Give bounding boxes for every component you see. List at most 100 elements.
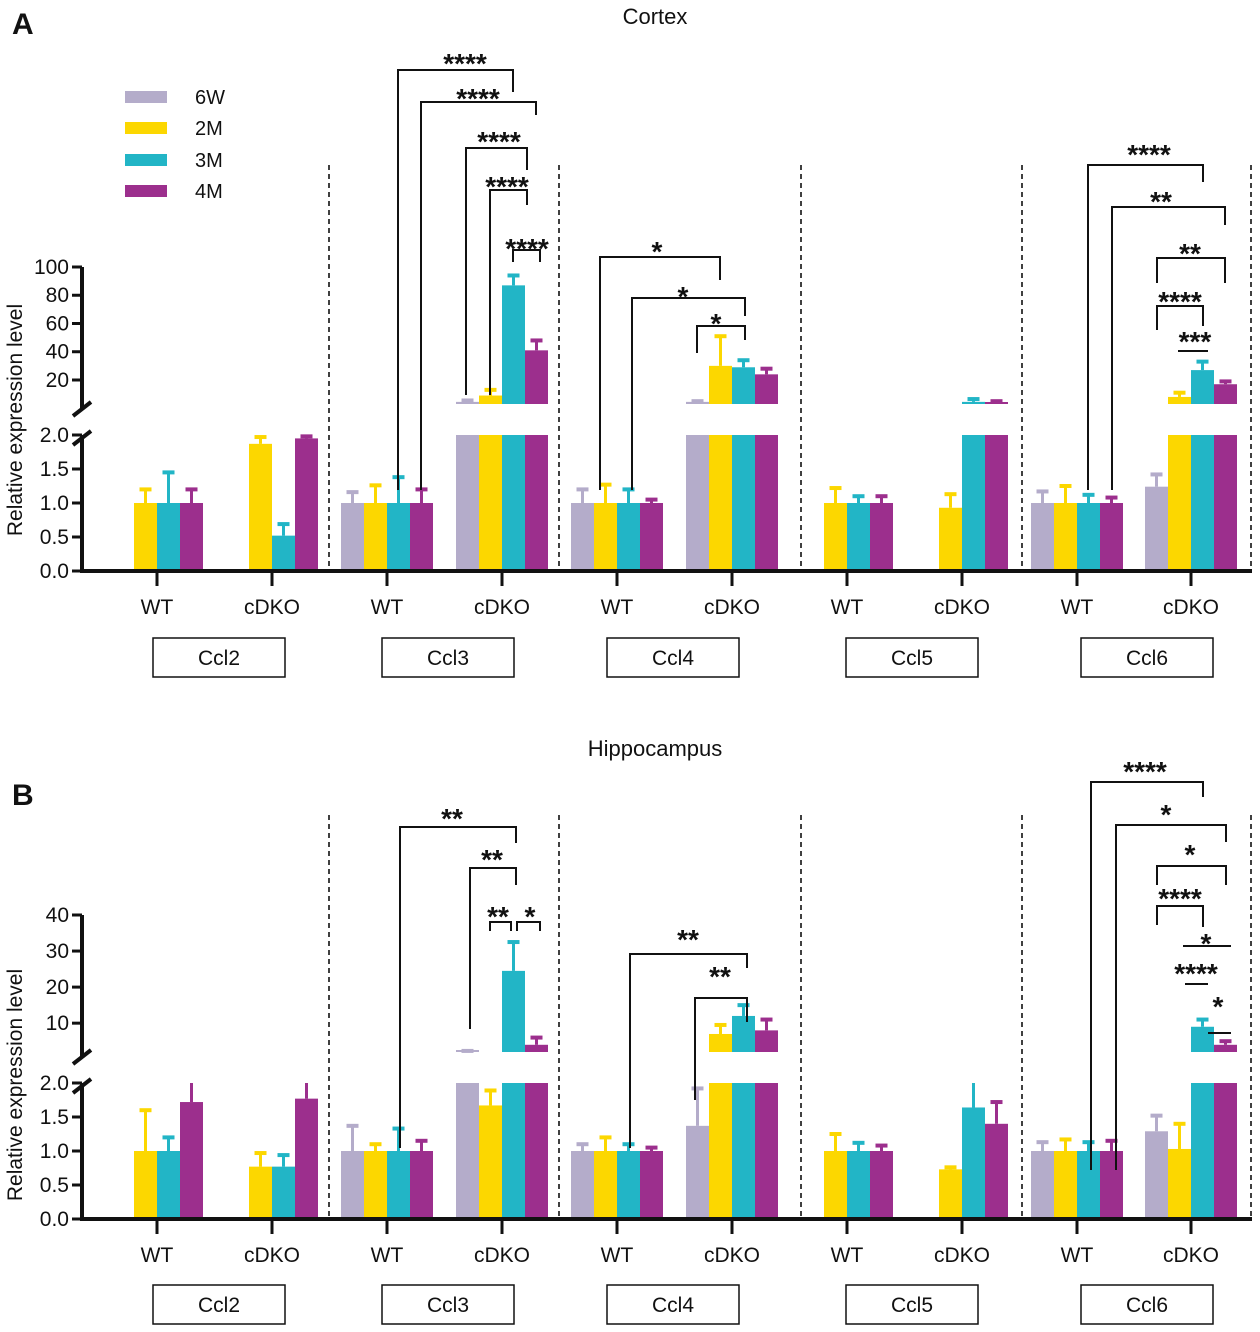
bar-ccl4-cdko-2m (709, 1083, 732, 1219)
bar-ccl4-cdko-2m-upper (709, 1033, 732, 1052)
genotype-label: cDKO (1163, 596, 1219, 619)
bar-ccl3-wt-6w (341, 503, 364, 571)
significance-bracket (1156, 905, 1204, 927)
bar-ccl2-wt-4m (180, 1102, 203, 1219)
bar-ccl4-cdko-6w (686, 1125, 709, 1219)
y-tick-label: 30 (46, 940, 69, 963)
bar-ccl2-cdko-4m (295, 1098, 318, 1219)
bar-ccl3-wt-4m (410, 503, 433, 571)
bar-ccl5-cdko-3m (962, 435, 985, 571)
significance-label: * (1161, 799, 1172, 830)
bar-ccl6-cdko-3m-upper (1191, 370, 1214, 404)
bar-ccl4-cdko-2m (709, 435, 732, 571)
bar-ccl5-wt-3m (847, 1151, 870, 1219)
bar-ccl4-cdko-3m-upper (732, 367, 755, 404)
y-tick-label: 1.0 (40, 1140, 69, 1163)
y-tick-label: 2.0 (40, 424, 69, 447)
bar-ccl3-cdko-4m-upper (525, 1044, 548, 1052)
gene-label: Ccl5 (891, 647, 933, 670)
bar-ccl4-wt-2m (594, 1151, 617, 1219)
significance-bracket (1156, 865, 1227, 885)
gene-label: Ccl4 (652, 647, 694, 670)
bar-ccl3-cdko-2m (479, 1105, 502, 1219)
significance-label: ** (481, 844, 503, 875)
gene-label: Ccl3 (427, 647, 469, 670)
significance-bracket (489, 921, 512, 931)
legend-swatch-4m (125, 185, 167, 197)
bar-ccl6-wt-2m (1054, 1151, 1077, 1219)
bar-ccl5-wt-3m (847, 503, 870, 571)
significance-label: * (711, 308, 722, 339)
bar-ccl4-wt-2m (594, 503, 617, 571)
panel-title: Hippocampus (588, 736, 723, 761)
y-tick-label: 1.0 (40, 492, 69, 515)
significance-bracket (1156, 257, 1226, 283)
bar-ccl3-cdko-3m-upper (502, 285, 525, 404)
bar-ccl3-cdko-4m-upper (525, 350, 548, 404)
bar-ccl4-cdko-4m-upper (755, 374, 778, 404)
bar-ccl4-cdko-4m (755, 435, 778, 571)
significance-label: * (1213, 991, 1224, 1022)
y-tick-label: 40 (46, 904, 69, 927)
panel-label: B (12, 779, 34, 812)
bar-ccl6-cdko-3m (1191, 1083, 1214, 1219)
y-axis-label: Relative expression level (4, 969, 27, 1201)
gene-label-box (606, 1284, 740, 1325)
panel-label: A (12, 8, 34, 41)
significance-bracket (1115, 824, 1227, 1170)
legend-label-2m: 2M (195, 118, 223, 140)
y-tick-label: 10 (46, 1012, 69, 1035)
bar-ccl2-wt-2m (134, 1151, 157, 1219)
y-tick-label: 20 (46, 369, 69, 392)
bar-ccl6-cdko-4m-upper (1214, 1044, 1237, 1052)
genotype-label: cDKO (474, 596, 530, 619)
genotype-label: WT (601, 1244, 634, 1267)
significance-label: **** (485, 171, 529, 202)
legend-label-3m: 3M (195, 150, 223, 172)
gene-label-box (381, 1284, 515, 1325)
bar-ccl2-wt-4m (180, 503, 203, 571)
y-tick-label: 1.5 (40, 1106, 69, 1129)
significance-label: * (1201, 928, 1212, 959)
panel-b-hippocampus: Hippocampus B Relative expression level WT c… (4, 736, 1252, 1325)
y-tick-label: 80 (46, 284, 69, 307)
axis-break-mark (71, 1048, 93, 1066)
panel-a-cortex: Cortex A Relative expression level WT cDKO Cc… (4, 4, 1252, 678)
significance-label: **** (477, 126, 521, 157)
bar-ccl6-cdko-4m (1214, 1083, 1237, 1219)
bar-ccl5-cdko-2m (939, 507, 962, 571)
axis-break-mark (71, 1077, 93, 1095)
bar-ccl3-wt-6w (341, 1151, 364, 1219)
bar-ccl3-wt-4m (410, 1151, 433, 1219)
genotype-label: WT (601, 596, 634, 619)
significance-label: ** (487, 901, 509, 932)
bar-ccl3-wt-2m (364, 503, 387, 571)
bar-ccl3-cdko-2m (479, 435, 502, 571)
bar-ccl2-wt-3m (157, 1151, 180, 1219)
gene-label-box (152, 1284, 286, 1325)
significance-label: **** (505, 233, 549, 264)
significance-label: ** (1179, 238, 1201, 269)
bar-ccl6-cdko-2m (1168, 1148, 1191, 1219)
significance-label: *** (1179, 326, 1212, 357)
significance-label: **** (1158, 286, 1202, 317)
bar-ccl6-cdko-4m-upper (1214, 384, 1237, 404)
significance-bracket (694, 997, 748, 1100)
genotype-label: WT (141, 596, 174, 619)
bar-ccl3-cdko-3m (502, 435, 525, 571)
legend: 6W 2M 3M 4M (125, 87, 225, 203)
bar-ccl6-wt-6w (1031, 1151, 1054, 1219)
genotype-label: WT (831, 1244, 864, 1267)
bar-ccl4-cdko-2m-upper (709, 365, 732, 404)
bar-ccl2-wt-2m (134, 503, 157, 571)
significance-bracket (420, 101, 537, 490)
bar-ccl5-cdko-4m (985, 1123, 1008, 1219)
bar-ccl4-cdko-3m (732, 1083, 755, 1219)
bar-ccl6-wt-6w (1031, 503, 1054, 571)
bar-ccl4-wt-6w (571, 503, 594, 571)
bar-ccl5-wt-2m (824, 503, 847, 571)
significance-bracket (629, 953, 748, 1148)
genotype-label: cDKO (474, 1244, 530, 1267)
bar-ccl2-cdko-2m (249, 443, 272, 571)
